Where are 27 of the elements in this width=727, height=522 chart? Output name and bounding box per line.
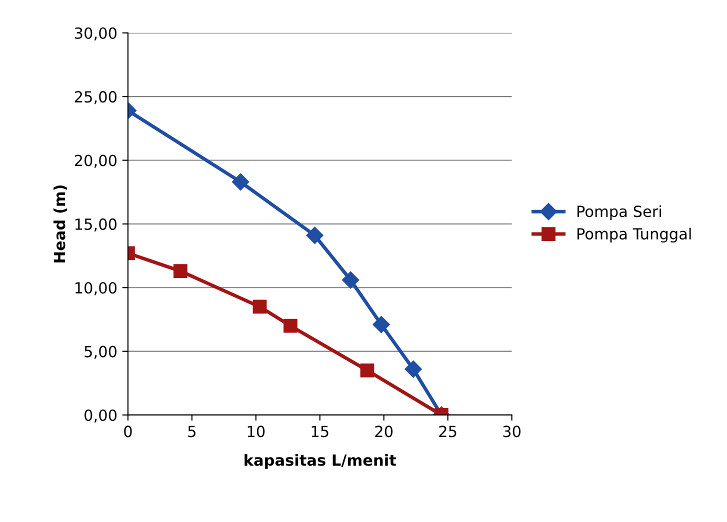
point	[232, 173, 250, 190]
legend-label: Pompa Seri	[578, 205, 662, 220]
legend-label: Pompa Tunggal	[578, 228, 691, 243]
x-tick-label: 30	[503, 426, 521, 438]
point	[252, 300, 267, 314]
x-tick-label: 25	[439, 426, 456, 438]
y-tick-label: 30,00	[74, 27, 117, 40]
y-tick-label: 10,00	[75, 282, 117, 296]
y-tick-label: 15,00	[75, 218, 117, 232]
x-tick-label: 20	[375, 426, 393, 438]
y-tick-label: 0,00	[84, 409, 117, 423]
x-axis-title: kapasitas L/menit	[244, 454, 396, 469]
x-tick-label: 15	[312, 426, 328, 438]
point	[360, 363, 374, 378]
x-tick-label: 10	[248, 426, 265, 438]
point	[404, 360, 422, 378]
point	[284, 318, 298, 333]
point	[372, 316, 390, 334]
x-tick-label: 0	[124, 426, 132, 438]
point	[306, 226, 324, 244]
x-tick-label: 5	[188, 426, 196, 438]
point	[342, 271, 360, 289]
y-tick-label: 25,00	[74, 91, 117, 104]
point	[173, 264, 188, 278]
y-axis-title: Head (m)	[53, 185, 68, 262]
y-tick-label: 20,00	[74, 154, 117, 168]
y-tick-label: 5,00	[84, 346, 117, 359]
